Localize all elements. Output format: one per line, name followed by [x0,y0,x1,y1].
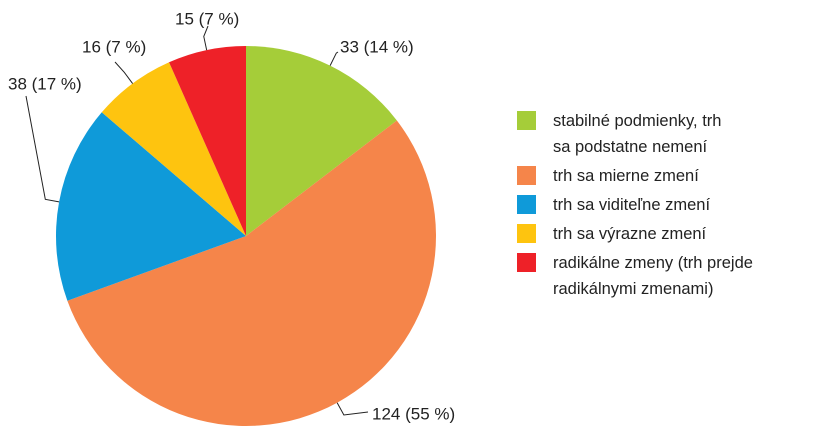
legend-item: stabilné podmienky, trh sa podstatne nem… [517,108,817,160]
legend: stabilné podmienky, trh sa podstatne nem… [517,108,817,305]
legend-swatch [517,166,536,185]
data-label: 38 (17 %) [8,74,82,93]
leader-line [336,402,369,416]
data-label: 16 (7 %) [82,37,146,56]
pie-slice [246,46,397,236]
leader-line [25,95,60,203]
data-label: 124 (55 %) [372,404,455,423]
legend-item: trh sa mierne zmení [517,163,817,189]
legend-label: trh sa viditeľne zmení [553,196,711,214]
legend-swatch [517,224,536,243]
pie-slice [55,112,246,301]
data-label: 33 (14 %) [340,37,414,56]
legend-label: trh sa mierne zmení [553,167,699,185]
legend-swatch [517,195,536,214]
leader-line [203,25,209,51]
legend-label: radikálne zmeny (trh prejde radikálnymi … [553,254,753,298]
legend-label: trh sa výrazne zmení [553,225,707,243]
pie-slice [101,62,246,236]
legend-item: radikálne zmeny (trh prejde radikálnymi … [517,250,817,302]
legend-item: trh sa výrazne zmení [517,221,817,247]
leader-line [114,61,134,84]
legend-swatch [517,111,536,130]
legend-item: trh sa viditeľne zmení [517,192,817,218]
pie-slice [67,120,437,426]
data-label: 15 (7 %) [175,9,239,28]
legend-label: stabilné podmienky, trh sa podstatne nem… [553,112,722,156]
pie-slice [169,46,246,236]
leader-line [329,51,339,66]
legend-swatch [517,253,536,272]
